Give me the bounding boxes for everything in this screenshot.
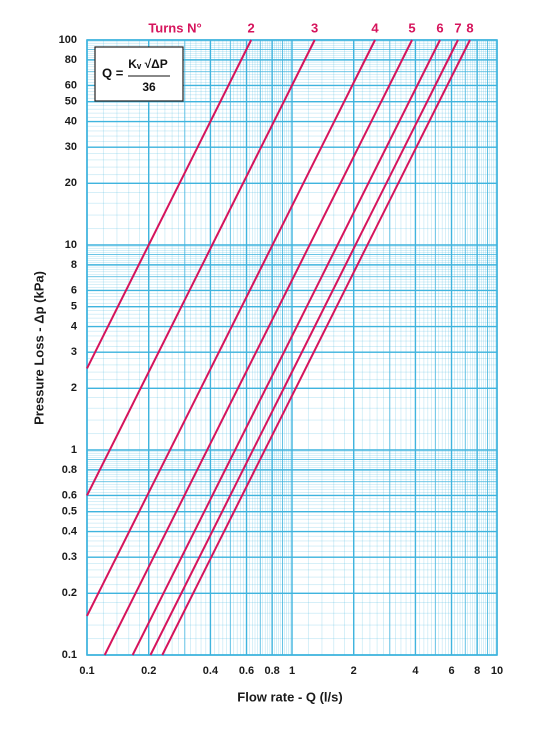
x-tick-label: 4 bbox=[412, 665, 419, 677]
x-tick-label: 0.4 bbox=[203, 665, 219, 677]
y-tick-label: 0.2 bbox=[62, 587, 77, 599]
series-label: 7 bbox=[454, 20, 461, 35]
y-tick-label: 100 bbox=[59, 34, 77, 46]
y-tick-label: 20 bbox=[65, 177, 77, 189]
plot-frame bbox=[86, 39, 498, 656]
y-axis-label: Pressure Loss - Δp (kPa) bbox=[31, 271, 46, 425]
y-tick-label: 3 bbox=[71, 346, 77, 358]
y-tick-label: 0.8 bbox=[62, 464, 77, 476]
x-tick-label: 8 bbox=[474, 665, 480, 677]
formula-frame bbox=[94, 46, 184, 102]
legend-title: Turns N° bbox=[148, 20, 201, 35]
y-tick-label: 1 bbox=[71, 444, 77, 456]
y-tick-label: 80 bbox=[65, 54, 77, 66]
series-lines bbox=[86, 39, 471, 656]
labels: 0.1 0.2 0.4 0.6 0.8 1 2 4 6 8 10 0.1 0.2 0.3 0.4 0.5 0.6… bbox=[59, 20, 503, 676]
x-tick-label: 1 bbox=[289, 665, 295, 677]
y-tick-label: 40 bbox=[65, 115, 77, 127]
x-tick-label: 0.8 bbox=[264, 665, 279, 677]
y-tick-label: 0.1 bbox=[62, 649, 77, 661]
y-tick-label: 5 bbox=[71, 301, 77, 313]
series-label: 2 bbox=[248, 20, 255, 35]
y-tick-label: 4 bbox=[71, 320, 78, 332]
series-label: 3 bbox=[311, 20, 318, 35]
x-tick-label: 0.6 bbox=[239, 665, 254, 677]
y-tick-label: 60 bbox=[65, 79, 77, 91]
x-tick-label: 2 bbox=[351, 665, 357, 677]
x-tick-label: 0.2 bbox=[141, 665, 156, 677]
series-line bbox=[86, 39, 376, 617]
series-line bbox=[131, 39, 441, 656]
y-tick-label: 10 bbox=[65, 239, 77, 251]
series-label: 5 bbox=[408, 20, 415, 35]
y-tick-label: 8 bbox=[71, 259, 77, 271]
y-tick-label: 50 bbox=[65, 96, 77, 108]
series-line bbox=[149, 39, 459, 656]
series-line bbox=[86, 39, 316, 496]
y-tick-label: 6 bbox=[71, 284, 77, 296]
y-tick-label: 2 bbox=[71, 382, 77, 394]
y-tick-label: 0.3 bbox=[62, 551, 77, 563]
x-tick-label: 6 bbox=[448, 665, 454, 677]
series-line bbox=[86, 39, 253, 369]
grid bbox=[86, 39, 498, 656]
formula-lhs: Q = bbox=[102, 65, 124, 80]
series-label: 4 bbox=[371, 20, 379, 35]
y-tick-label: 0.5 bbox=[62, 506, 77, 518]
y-tick-label: 0.4 bbox=[62, 525, 78, 537]
formula-numerator: Kᵥ √ΔP bbox=[128, 57, 168, 71]
x-axis-label: Flow rate - Q (l/s) bbox=[237, 689, 342, 704]
x-tick-label: 10 bbox=[491, 665, 503, 677]
series-label: 6 bbox=[436, 20, 443, 35]
series-label: 8 bbox=[466, 20, 473, 35]
formula-box: Q = Kᵥ √ΔP 36 bbox=[94, 46, 184, 102]
series-line bbox=[103, 39, 413, 656]
formula-denominator: 36 bbox=[142, 80, 156, 94]
y-tick-label: 30 bbox=[65, 141, 77, 153]
x-tick-label: 0.1 bbox=[79, 665, 94, 677]
y-tick-label: 0.6 bbox=[62, 489, 77, 501]
series-line bbox=[161, 39, 471, 656]
